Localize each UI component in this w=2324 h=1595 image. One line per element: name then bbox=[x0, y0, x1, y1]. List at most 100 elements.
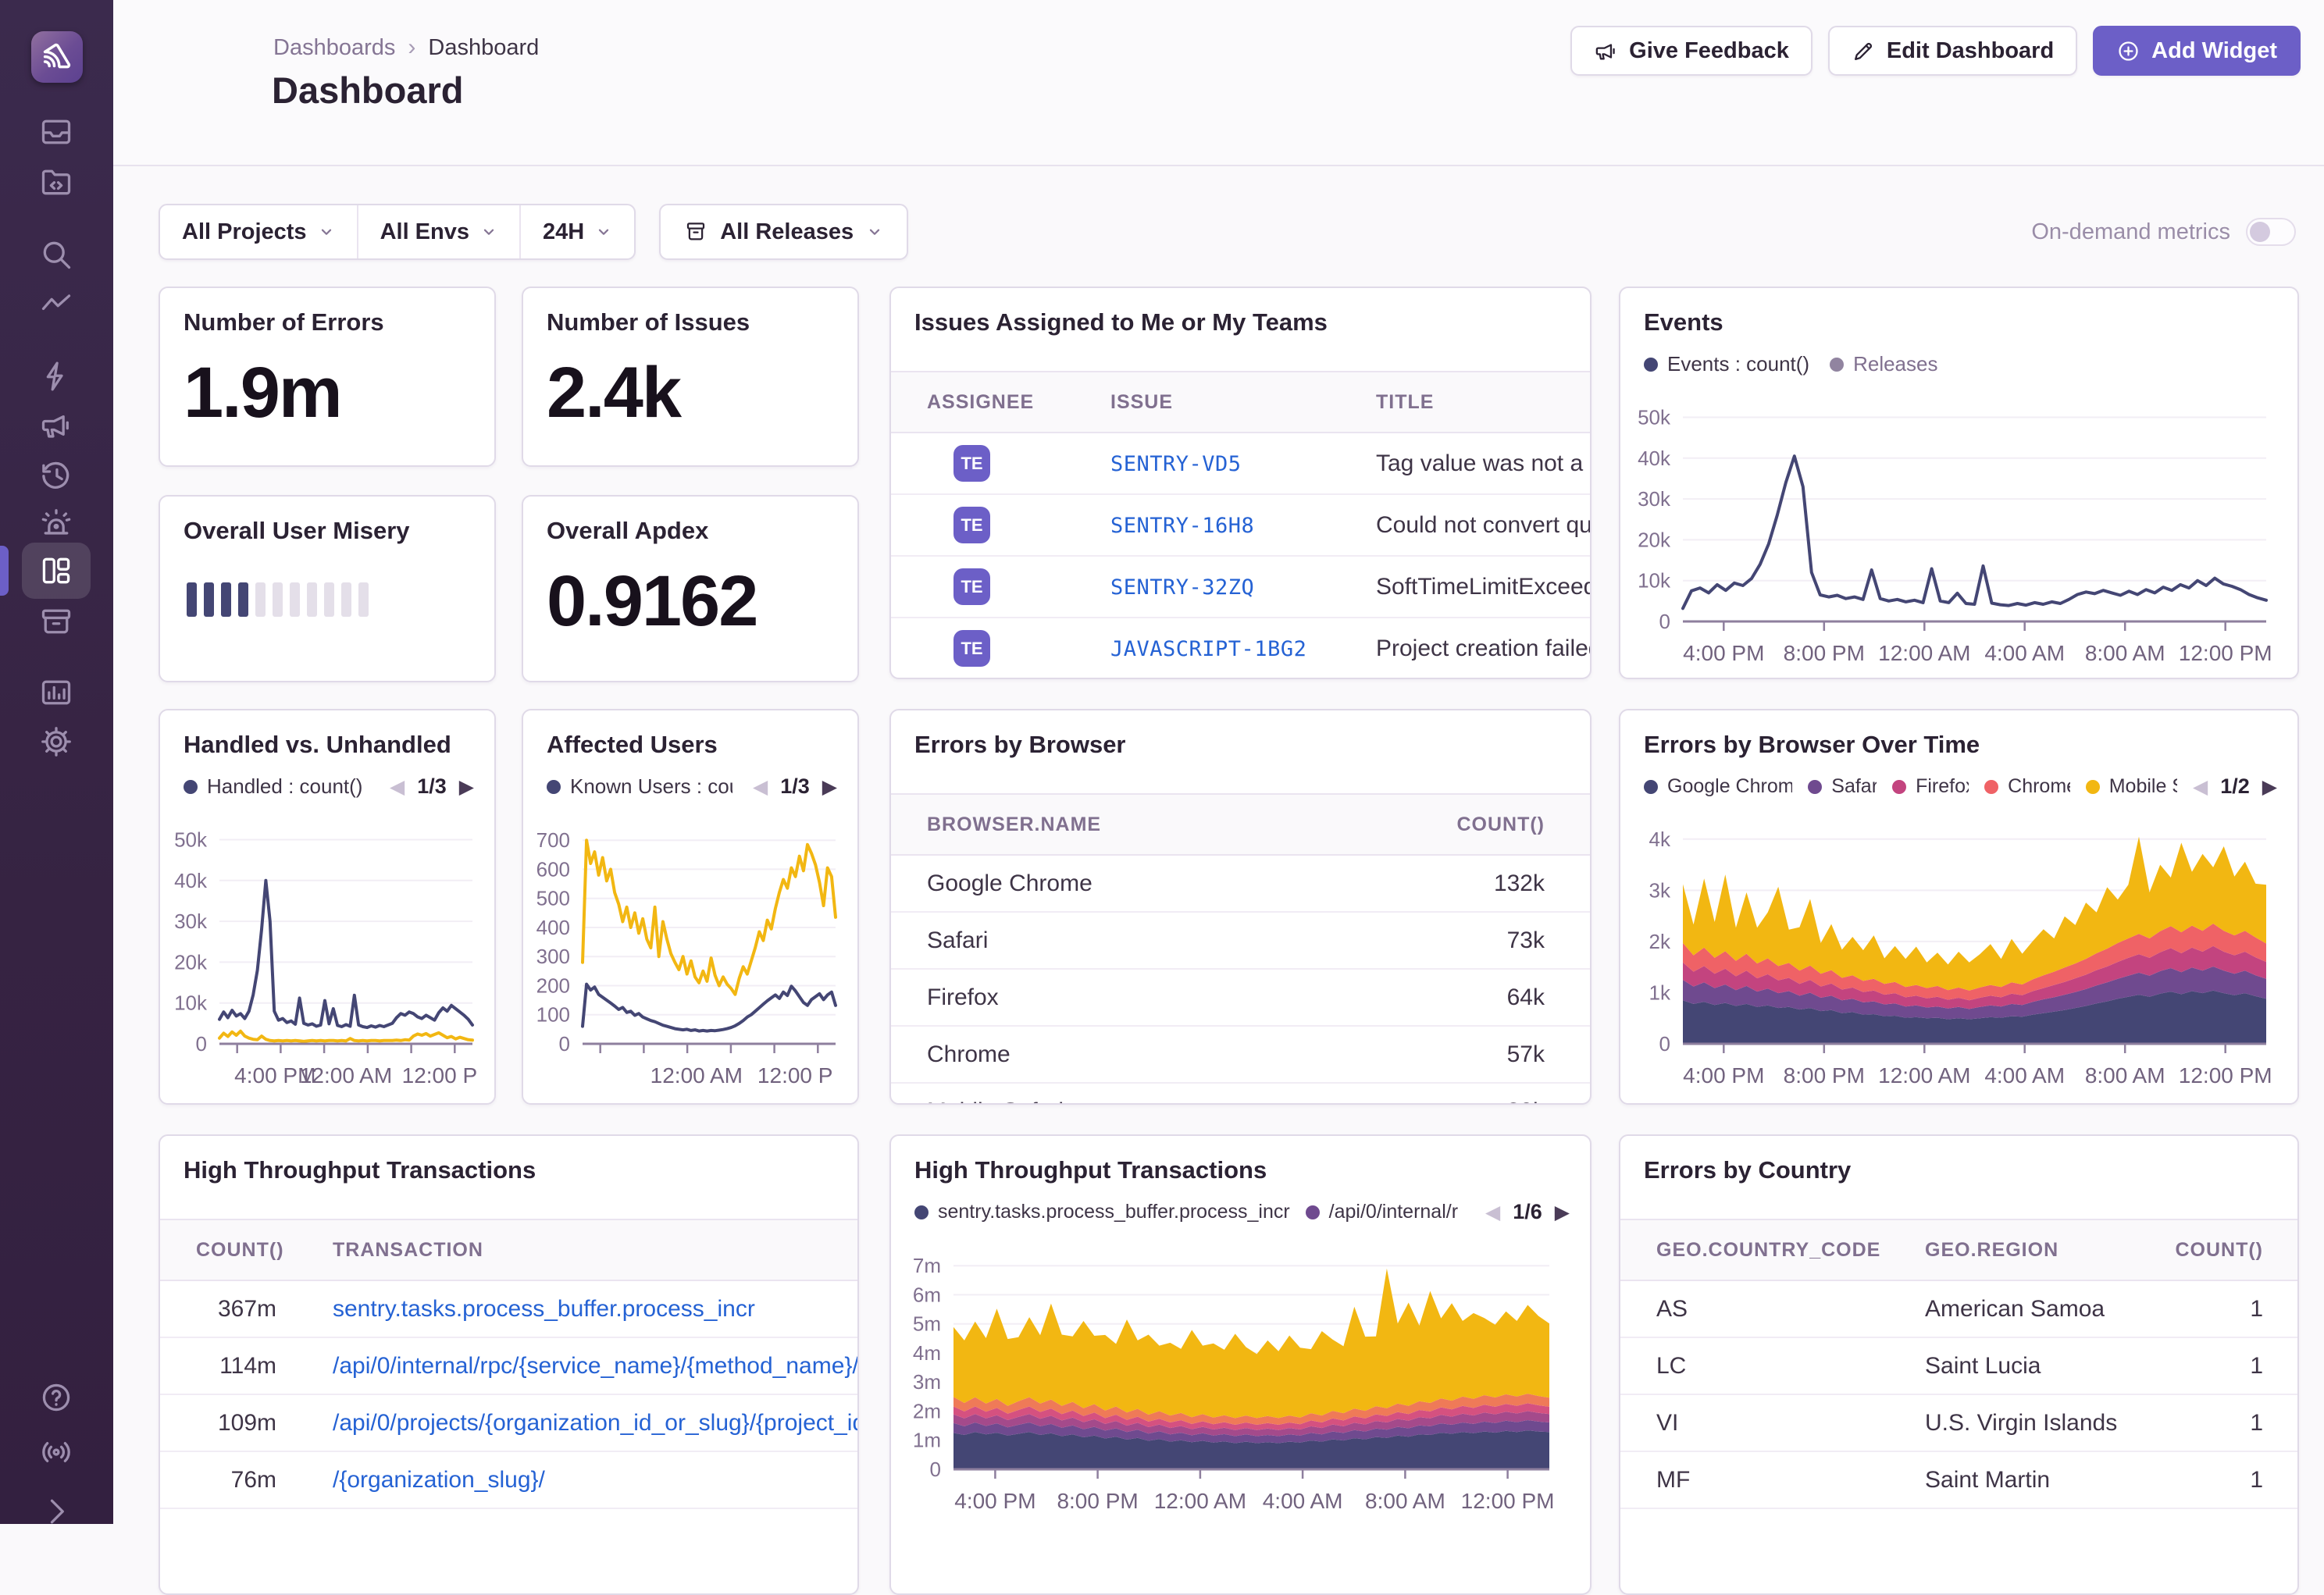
sidebar-item-search[interactable] bbox=[34, 233, 78, 276]
legend-label[interactable]: Safari bbox=[1831, 775, 1877, 798]
issues-table: ASSIGNEEISSUETITLETESENTRY-VD5Tag value … bbox=[891, 371, 1590, 679]
sidebar-item-performance[interactable] bbox=[34, 282, 78, 326]
widget-title: Handled vs. Unhandled bbox=[184, 731, 471, 759]
performance-icon bbox=[39, 287, 73, 321]
misery-bar-filled bbox=[221, 582, 231, 617]
table-cell: Tag value was not a string bbox=[1340, 450, 1590, 477]
table-row: TESENTRY-32ZQSoftTimeLimitExceeded bbox=[891, 557, 1590, 618]
table-cell: Chrome bbox=[891, 1041, 1410, 1068]
give-feedback-button[interactable]: Give Feedback bbox=[1570, 26, 1813, 76]
sidebar-item-expand[interactable] bbox=[34, 1490, 78, 1533]
chart-legend: Events : count() Releases bbox=[1644, 352, 2277, 376]
legend-label[interactable]: Chrome bbox=[2008, 775, 2070, 798]
transaction-link[interactable]: /api/0/projects/{organization_id_or_slug… bbox=[333, 1410, 857, 1436]
date-range-filter[interactable]: 24H bbox=[519, 205, 634, 258]
misery-bar-filled bbox=[187, 582, 197, 617]
legend-label[interactable]: /api/0/internal/r bbox=[1329, 1201, 1458, 1223]
on-demand-metrics-toggle[interactable] bbox=[2246, 218, 2296, 246]
dashboards-icon bbox=[39, 554, 73, 588]
table-row: LCSaint Lucia1 bbox=[1620, 1338, 2297, 1395]
issue-link[interactable]: JAVASCRIPT-1BG2 bbox=[1110, 637, 1306, 661]
legend-page: 1/6 bbox=[1513, 1200, 1542, 1224]
misery-bar-empty bbox=[324, 582, 334, 617]
legend-next-arrow[interactable]: ▶ bbox=[459, 775, 474, 799]
legend-next-arrow[interactable]: ▶ bbox=[1555, 1201, 1570, 1224]
breadcrumb-dashboards-link[interactable]: Dashboards bbox=[273, 35, 395, 61]
svg-text:200: 200 bbox=[536, 974, 570, 998]
svg-text:300: 300 bbox=[536, 945, 570, 968]
sidebar-item-releases[interactable] bbox=[34, 600, 78, 643]
affected-users-chart: 010020030040050060070012:00 AM12:00 P bbox=[523, 812, 859, 1105]
lightning-icon bbox=[39, 359, 73, 393]
sidebar-item-stats[interactable] bbox=[34, 671, 78, 714]
legend-page: 1/3 bbox=[417, 774, 447, 799]
legend-next-arrow[interactable]: ▶ bbox=[2262, 775, 2277, 799]
table-cell: Saint Martin bbox=[1925, 1467, 2165, 1494]
chart-legend: Handled : count() ◀ 1/3 ▶ bbox=[184, 774, 474, 799]
widget-number-of-issues: Number of Issues 2.4k bbox=[522, 287, 859, 467]
legend-next-arrow[interactable]: ▶ bbox=[822, 775, 837, 799]
misery-bar-filled bbox=[238, 582, 248, 617]
legend-label[interactable]: Known Users : cour bbox=[570, 774, 732, 799]
legend-label[interactable]: sentry.tasks.process_buffer.process_incr bbox=[938, 1201, 1290, 1223]
legend-label[interactable]: Releases bbox=[1853, 352, 1937, 376]
sidebar-item-lightning[interactable] bbox=[34, 354, 78, 398]
legend-dot bbox=[1830, 358, 1844, 372]
chart-legend: Known Users : cour ◀1/3▶ bbox=[547, 774, 837, 799]
column-header: GEO.REGION bbox=[1925, 1239, 2165, 1262]
legend-prev-arrow[interactable]: ◀ bbox=[753, 775, 768, 799]
svg-text:7m: 7m bbox=[913, 1254, 941, 1277]
assignee-badge: TE bbox=[953, 568, 990, 605]
plus-circle-icon bbox=[2116, 39, 2140, 63]
legend-dot bbox=[1306, 1205, 1320, 1219]
widget-title: Overall Apdex bbox=[547, 517, 834, 545]
widget-handled-vs-unhandled: Handled vs. Unhandled Handled : count() … bbox=[159, 709, 496, 1105]
legend-prev-arrow[interactable]: ◀ bbox=[390, 775, 405, 799]
chart-legend: Google Chrome Safari Firefox Chrome Mobi… bbox=[1644, 774, 2277, 799]
legend-label[interactable]: Firefox bbox=[1916, 775, 1969, 798]
svg-text:8:00 PM: 8:00 PM bbox=[1784, 641, 1865, 665]
legend-dot bbox=[1984, 780, 1998, 794]
chevron-down-icon bbox=[480, 223, 497, 240]
releases-filter[interactable]: All Releases bbox=[659, 204, 908, 260]
sidebar-item-broadcast[interactable] bbox=[34, 1430, 78, 1474]
svg-text:400: 400 bbox=[536, 916, 570, 939]
expand-icon bbox=[39, 1494, 73, 1529]
legend-dot bbox=[1644, 358, 1658, 372]
legend-label[interactable]: Handled : count() bbox=[207, 774, 362, 799]
sidebar-item-dashboards[interactable] bbox=[22, 543, 91, 599]
legend-label[interactable]: Google Chrome bbox=[1667, 775, 1792, 798]
transaction-link[interactable]: sentry.tasks.process_buffer.process_incr bbox=[333, 1296, 755, 1322]
sidebar-item-help[interactable] bbox=[34, 1376, 78, 1419]
sidebar-item-projects[interactable] bbox=[34, 160, 78, 204]
events-chart: 010k20k30k40k50k4:00 PM8:00 PM12:00 AM4:… bbox=[1620, 390, 2299, 679]
legend-dot bbox=[1892, 780, 1906, 794]
transaction-link[interactable]: /{organization_slug}/ bbox=[333, 1467, 545, 1493]
sidebar-item-issues[interactable] bbox=[34, 110, 78, 154]
issue-link[interactable]: SENTRY-32ZQ bbox=[1110, 575, 1254, 600]
legend-prev-arrow[interactable]: ◀ bbox=[1485, 1201, 1500, 1224]
chevron-down-icon bbox=[595, 223, 612, 240]
column-header: BROWSER.NAME bbox=[891, 814, 1410, 836]
sentry-logo[interactable] bbox=[31, 31, 83, 83]
issue-link[interactable]: SENTRY-VD5 bbox=[1110, 452, 1242, 476]
sidebar-item-settings[interactable] bbox=[34, 720, 78, 764]
svg-text:10k: 10k bbox=[1638, 569, 1671, 593]
environment-filter[interactable]: All Envs bbox=[357, 205, 519, 258]
project-filter[interactable]: All Projects bbox=[160, 205, 357, 258]
projects-icon bbox=[39, 165, 73, 199]
table-cell: MF bbox=[1620, 1467, 1925, 1494]
sidebar-item-replays[interactable] bbox=[34, 453, 78, 497]
add-widget-button[interactable]: Add Widget bbox=[2093, 26, 2301, 76]
legend-label[interactable]: Mobile S bbox=[2109, 775, 2177, 798]
issue-link[interactable]: SENTRY-16H8 bbox=[1110, 514, 1254, 538]
legend-prev-arrow[interactable]: ◀ bbox=[2193, 775, 2208, 799]
widget-title: Errors by Country bbox=[1644, 1156, 2274, 1184]
svg-text:12:00 AM: 12:00 AM bbox=[1154, 1489, 1246, 1513]
table-cell: AS bbox=[1620, 1296, 1925, 1323]
edit-dashboard-button[interactable]: Edit Dashboard bbox=[1828, 26, 2077, 76]
transaction-link[interactable]: /api/0/internal/rpc/{service_name}/{meth… bbox=[333, 1353, 857, 1379]
sidebar-item-feedback[interactable] bbox=[34, 404, 78, 447]
sidebar-item-alerts[interactable] bbox=[34, 502, 78, 546]
legend-label[interactable]: Events : count() bbox=[1667, 352, 1809, 376]
